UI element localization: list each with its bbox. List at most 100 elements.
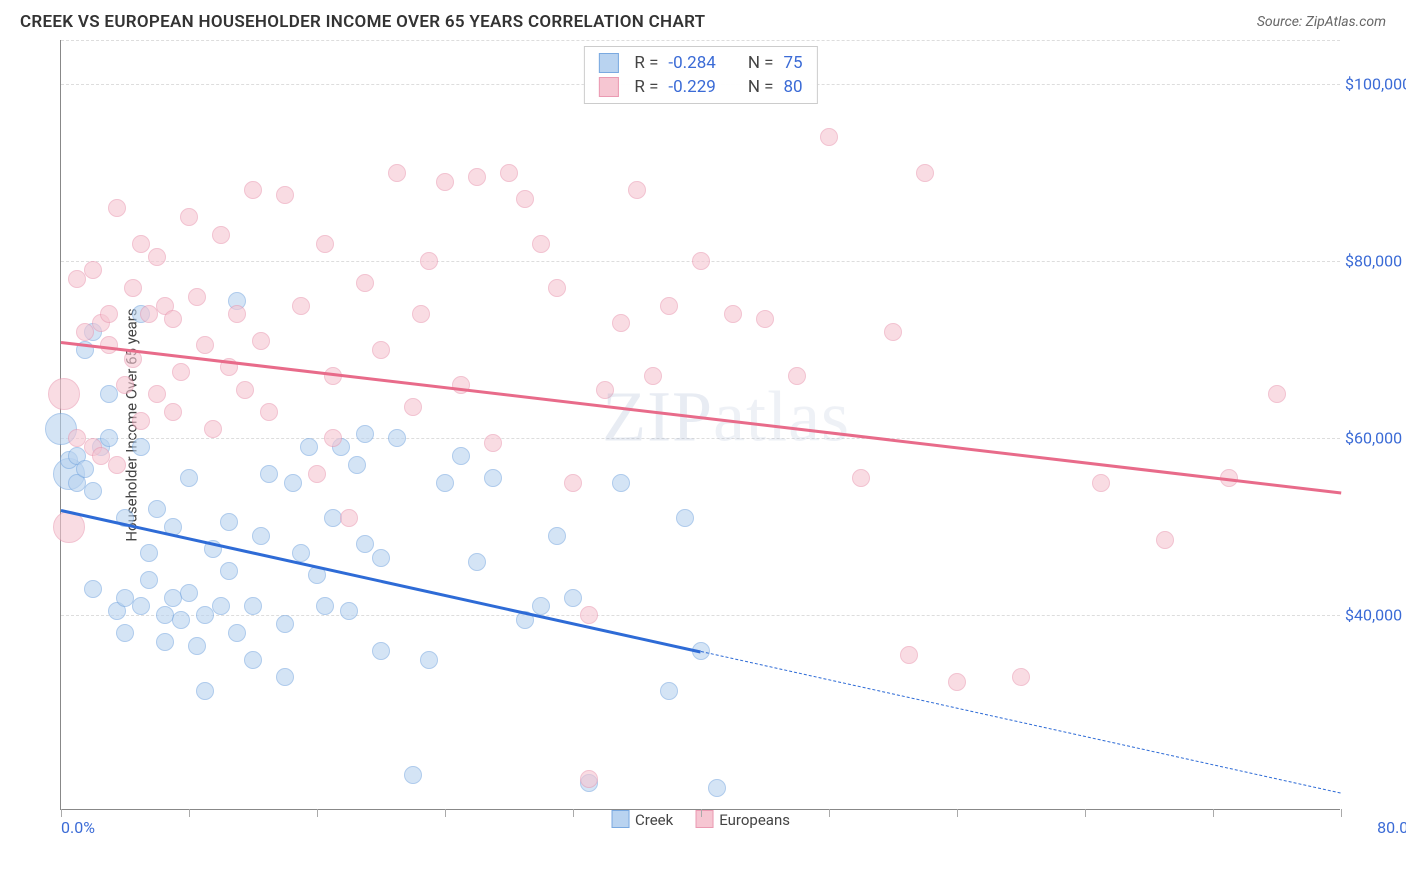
data-point-europeans (916, 164, 934, 182)
data-point-europeans (148, 385, 166, 403)
data-point-creek (356, 425, 374, 443)
data-point-europeans (948, 673, 966, 691)
data-point-creek (228, 624, 246, 642)
data-point-europeans (100, 305, 118, 323)
data-point-creek (532, 597, 550, 615)
gridline (61, 615, 1340, 616)
data-point-europeans (644, 367, 662, 385)
data-point-creek (484, 469, 502, 487)
chart-title: CREEK VS EUROPEAN HOUSEHOLDER INCOME OVE… (20, 12, 705, 32)
data-point-europeans (84, 261, 102, 279)
watermark: ZIPatlas (602, 375, 850, 458)
data-point-creek (148, 500, 166, 518)
data-point-europeans (196, 336, 214, 354)
data-point-creek (436, 474, 454, 492)
x-tick (957, 809, 958, 817)
stat-row-europeans: R = -0.229N = 80 (584, 75, 816, 99)
data-point-creek (132, 438, 150, 456)
data-point-creek (276, 615, 294, 633)
data-point-europeans (532, 235, 550, 253)
x-axis-end-label: 80.0% (1340, 818, 1406, 837)
data-point-europeans (628, 181, 646, 199)
data-point-creek (316, 597, 334, 615)
data-point-creek (300, 438, 318, 456)
data-point-creek (340, 602, 358, 620)
y-tick-label: $40,000 (1345, 606, 1406, 625)
data-point-creek (372, 642, 390, 660)
trend-line (61, 341, 1341, 494)
data-point-europeans (164, 310, 182, 328)
y-tick-label: $60,000 (1345, 429, 1406, 448)
data-point-europeans (1156, 531, 1174, 549)
data-point-europeans (724, 305, 742, 323)
data-point-europeans (1012, 668, 1030, 686)
data-point-creek (100, 385, 118, 403)
data-point-europeans (252, 332, 270, 350)
data-point-europeans (204, 420, 222, 438)
data-point-europeans (388, 164, 406, 182)
chart-source: Source: ZipAtlas.com (1257, 14, 1386, 30)
data-point-creek (196, 682, 214, 700)
data-point-europeans (172, 363, 190, 381)
data-point-europeans (236, 381, 254, 399)
data-point-creek (156, 633, 174, 651)
data-point-europeans (756, 310, 774, 328)
data-point-europeans (260, 403, 278, 421)
data-point-europeans (188, 288, 206, 306)
data-point-europeans (900, 646, 918, 664)
data-point-europeans (484, 434, 502, 452)
data-point-europeans (548, 279, 566, 297)
data-point-europeans (564, 474, 582, 492)
data-point-creek (244, 651, 262, 669)
data-point-creek (84, 482, 102, 500)
correlation-stats-box: R = -0.284N = 75R = -0.229N = 80 (583, 46, 817, 104)
data-point-creek (252, 527, 270, 545)
legend-item: Creek (611, 810, 673, 829)
data-point-europeans (180, 208, 198, 226)
data-point-creek (220, 513, 238, 531)
data-point-europeans (884, 323, 902, 341)
data-point-creek (196, 606, 214, 624)
data-point-creek (372, 549, 390, 567)
data-point-creek (708, 779, 726, 797)
data-point-europeans (212, 226, 230, 244)
data-point-europeans (468, 168, 486, 186)
data-point-europeans (340, 509, 358, 527)
data-point-europeans (820, 128, 838, 146)
gridline (61, 438, 1340, 439)
y-tick-label: $100,000 (1345, 75, 1406, 94)
legend-item: Europeans (695, 810, 790, 829)
data-point-europeans (436, 173, 454, 191)
data-point-creek (172, 611, 190, 629)
data-point-europeans (580, 770, 598, 788)
data-point-creek (548, 527, 566, 545)
data-point-creek (660, 682, 678, 700)
data-point-europeans (500, 164, 518, 182)
data-point-creek (356, 535, 374, 553)
data-point-creek (140, 544, 158, 562)
x-tick (1213, 809, 1214, 817)
data-point-europeans (852, 469, 870, 487)
data-point-creek (100, 429, 118, 447)
data-point-creek (84, 580, 102, 598)
data-point-europeans (420, 252, 438, 270)
data-point-europeans (108, 456, 126, 474)
x-axis-start-label: 0.0% (61, 818, 95, 837)
data-point-creek (404, 766, 422, 784)
data-point-creek (212, 597, 230, 615)
data-point-europeans (324, 429, 342, 447)
data-point-europeans (132, 235, 150, 253)
data-point-europeans (292, 297, 310, 315)
y-tick-label: $80,000 (1345, 252, 1406, 271)
data-point-europeans (48, 378, 80, 410)
data-point-creek (612, 474, 630, 492)
x-tick (189, 809, 190, 817)
data-point-europeans (108, 199, 126, 217)
data-point-europeans (404, 398, 422, 416)
data-point-europeans (596, 381, 614, 399)
data-point-creek (276, 668, 294, 686)
x-tick (317, 809, 318, 817)
x-tick (61, 809, 62, 817)
chart-container: Householder Income Over 65 years ZIPatla… (60, 40, 1386, 840)
data-point-creek (220, 562, 238, 580)
